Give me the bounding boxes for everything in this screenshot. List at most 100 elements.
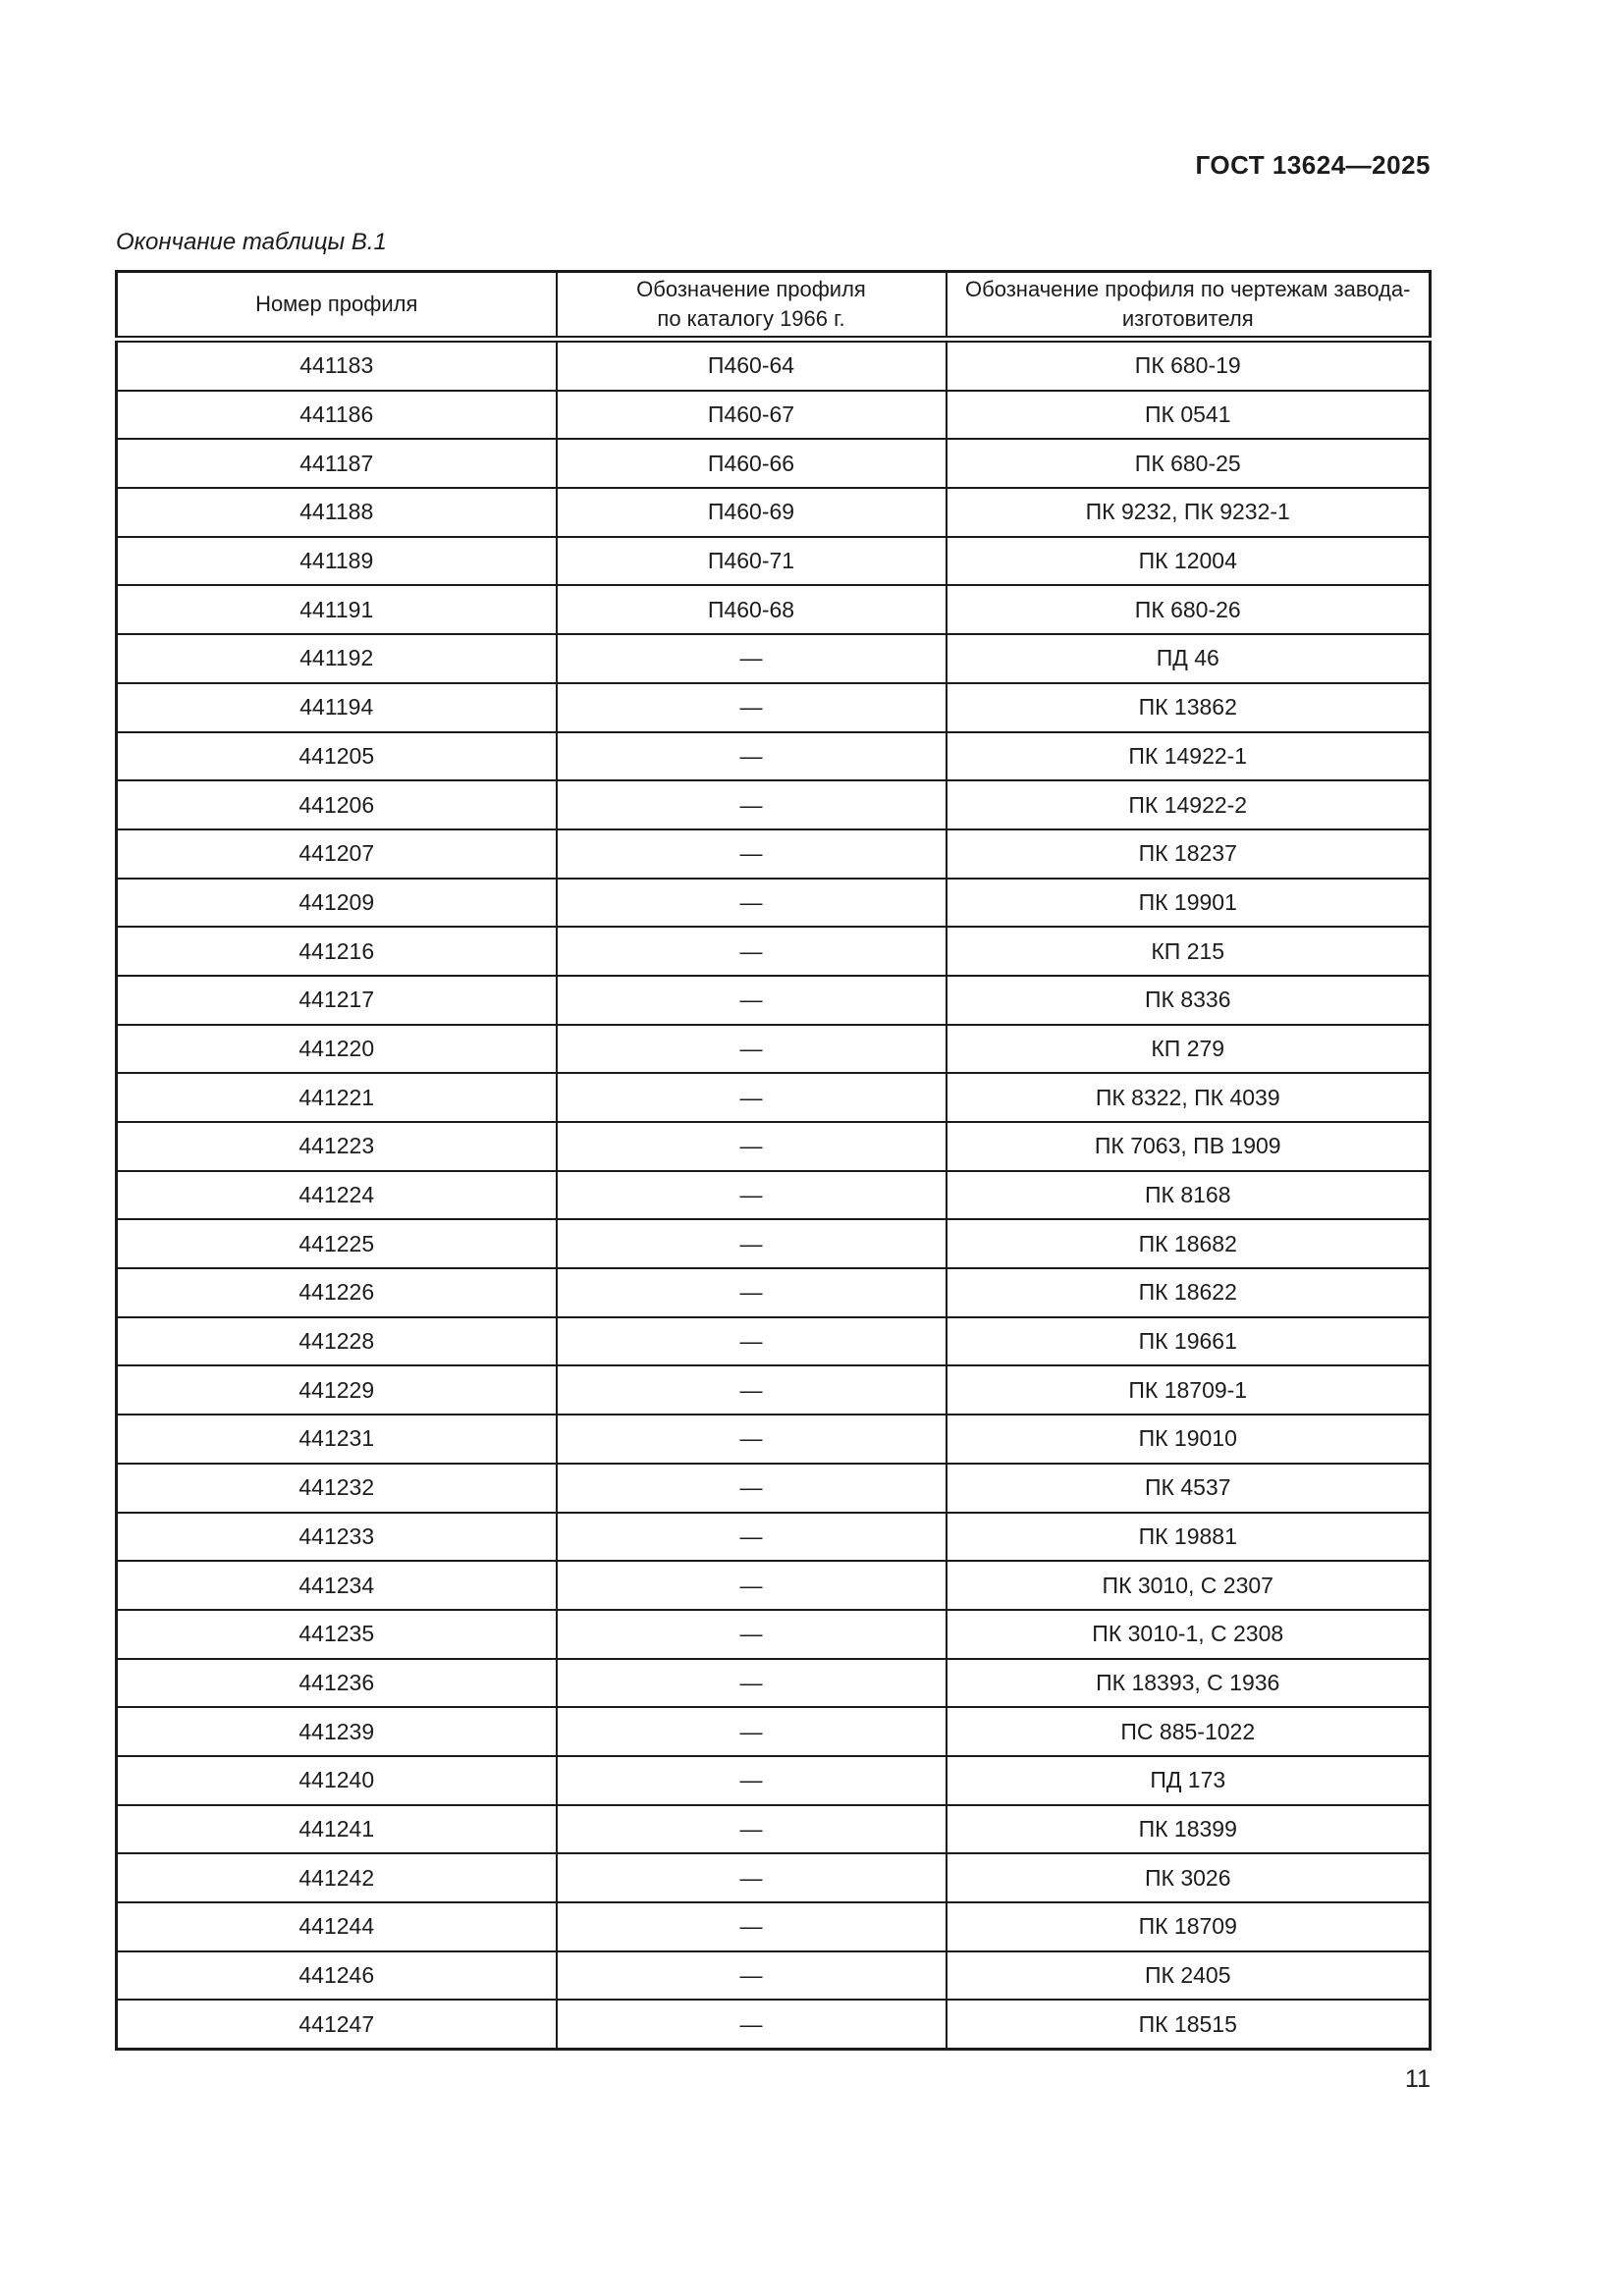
cell-factory-code: ПК 18709 (945, 1901, 1432, 1952)
table-row: 441231— ПК 19010 (115, 1414, 1432, 1465)
cell-profile-number: 441191 (115, 584, 558, 636)
cell-profile-number: 441209 (115, 877, 558, 929)
col-header-profile-number: Номер профиля (115, 270, 558, 343)
cell-factory-code: ПК 680-19 (945, 338, 1432, 392)
table-row: 441186 П460-67 ПК 0541 (115, 389, 1432, 441)
cell-factory-code: ПК 18682 (945, 1218, 1432, 1270)
cell-profile-number: 441206 (115, 779, 558, 830)
cell-catalog-code: П460-71 (555, 535, 947, 587)
standard-designation: ГОСТ 13624—2025 (1195, 150, 1431, 180)
cell-profile-number: 441240 (115, 1754, 558, 1806)
table-row: 441216— КП 215 (115, 926, 1432, 977)
cell-catalog-code: — (555, 1218, 947, 1270)
cell-factory-code: КП 279 (945, 1023, 1432, 1075)
table-row: 441191 П460-68 ПК 680-26 (115, 584, 1432, 636)
table-row: 441247— ПК 18515 (115, 1999, 1432, 2051)
cell-catalog-code: — (555, 1803, 947, 1855)
cell-profile-number: 441236 (115, 1657, 558, 1709)
cell-profile-number: 441186 (115, 389, 558, 441)
cell-catalog-code: — (555, 1169, 947, 1221)
col-header-factory-drawings: Обозначение профиля по чертежам завода- … (945, 270, 1432, 343)
cell-profile-number: 441194 (115, 681, 558, 733)
table-row: 441207— ПК 18237 (115, 828, 1432, 880)
cell-profile-number: 441187 (115, 438, 558, 490)
cell-factory-code: ПК 8168 (945, 1169, 1432, 1221)
table-header-row: Номер профиля Обозначение профиля по кат… (115, 270, 1432, 343)
cell-factory-code: ПК 7063, ПВ 1909 (945, 1121, 1432, 1172)
cell-factory-code: ПК 18237 (945, 828, 1432, 880)
cell-profile-number: 441220 (115, 1023, 558, 1075)
cell-catalog-code: П460-69 (555, 487, 947, 538)
cell-profile-number: 441223 (115, 1121, 558, 1172)
table-row: 441209— ПК 19901 (115, 877, 1432, 929)
cell-catalog-code: П460-68 (555, 584, 947, 636)
cell-catalog-code: — (555, 974, 947, 1026)
cell-profile-number: 441231 (115, 1414, 558, 1465)
cell-catalog-code: — (555, 1414, 947, 1465)
cell-profile-number: 441232 (115, 1462, 558, 1514)
cell-factory-code: ПД 173 (945, 1754, 1432, 1806)
cell-factory-code: ПК 19881 (945, 1511, 1432, 1563)
cell-profile-number: 441229 (115, 1364, 558, 1416)
cell-catalog-code: — (555, 1364, 947, 1416)
cell-profile-number: 441233 (115, 1511, 558, 1563)
cell-catalog-code: П460-67 (555, 389, 947, 441)
cell-catalog-code: — (555, 681, 947, 733)
table-row: 441183 П460-64 ПК 680-19 (115, 338, 1432, 392)
cell-catalog-code: — (555, 1657, 947, 1709)
cell-profile-number: 441183 (115, 338, 558, 392)
table-row: 441239— ПС 885-1022 (115, 1706, 1432, 1757)
cell-profile-number: 441221 (115, 1072, 558, 1123)
cell-catalog-code: — (555, 730, 947, 782)
cell-factory-code: ПК 0541 (945, 389, 1432, 441)
cell-factory-code: ПК 8322, ПК 4039 (945, 1072, 1432, 1123)
cell-factory-code: ПК 18515 (945, 1999, 1432, 2051)
cell-catalog-code: — (555, 1999, 947, 2051)
cell-factory-code: ПК 18622 (945, 1267, 1432, 1318)
cell-catalog-code: — (555, 1023, 947, 1075)
cell-profile-number: 441234 (115, 1560, 558, 1611)
cell-factory-code: ПК 19010 (945, 1414, 1432, 1465)
table-row: 441220— КП 279 (115, 1023, 1432, 1075)
table-row: 441225— ПК 18682 (115, 1218, 1432, 1270)
table-row: 441194— ПК 13862 (115, 681, 1432, 733)
cell-factory-code: ПК 13862 (945, 681, 1432, 733)
table-row: 441187 П460-66 ПК 680-25 (115, 438, 1432, 490)
cell-profile-number: 441205 (115, 730, 558, 782)
table-row: 441221— ПК 8322, ПК 4039 (115, 1072, 1432, 1123)
cell-factory-code: ПК 18709-1 (945, 1364, 1432, 1416)
table-row: 441236— ПК 18393, С 1936 (115, 1657, 1432, 1709)
cell-factory-code: КП 215 (945, 926, 1432, 977)
cell-factory-code: ПК 18399 (945, 1803, 1432, 1855)
cell-catalog-code: — (555, 1949, 947, 2002)
table-row: 441228— ПК 19661 (115, 1315, 1432, 1367)
cell-profile-number: 441239 (115, 1706, 558, 1757)
cell-profile-number: 441226 (115, 1267, 558, 1318)
table-row: 441206— ПК 14922-2 (115, 779, 1432, 830)
cell-profile-number: 441192 (115, 633, 558, 684)
cell-catalog-code: — (555, 1315, 947, 1367)
table-row: 441244— ПК 18709 (115, 1901, 1432, 1952)
cell-profile-number: 441224 (115, 1169, 558, 1221)
table-row: 441229— ПК 18709-1 (115, 1364, 1432, 1416)
cell-profile-number: 441188 (115, 487, 558, 538)
cell-factory-code: ПК 14922-1 (945, 730, 1432, 782)
cell-profile-number: 441189 (115, 535, 558, 587)
cell-profile-number: 441247 (115, 1999, 558, 2051)
table-row: 441217— ПК 8336 (115, 974, 1432, 1026)
cell-catalog-code: — (555, 1511, 947, 1563)
cell-factory-code: ПК 3010-1, С 2308 (945, 1608, 1432, 1660)
cell-factory-code: ПК 14922-2 (945, 779, 1432, 830)
cell-profile-number: 441225 (115, 1218, 558, 1270)
cell-catalog-code: — (555, 1072, 947, 1123)
table-row: 441242— ПК 3026 (115, 1852, 1432, 1903)
cell-catalog-code: — (555, 1706, 947, 1757)
cell-catalog-code: — (555, 877, 947, 929)
cell-catalog-code: — (555, 1852, 947, 1903)
cell-profile-number: 441217 (115, 974, 558, 1026)
table-row: 441241— ПК 18399 (115, 1803, 1432, 1855)
cell-catalog-code: — (555, 926, 947, 977)
cell-factory-code: ПК 4537 (945, 1462, 1432, 1514)
table-row: 441246— ПК 2405 (115, 1949, 1432, 2002)
